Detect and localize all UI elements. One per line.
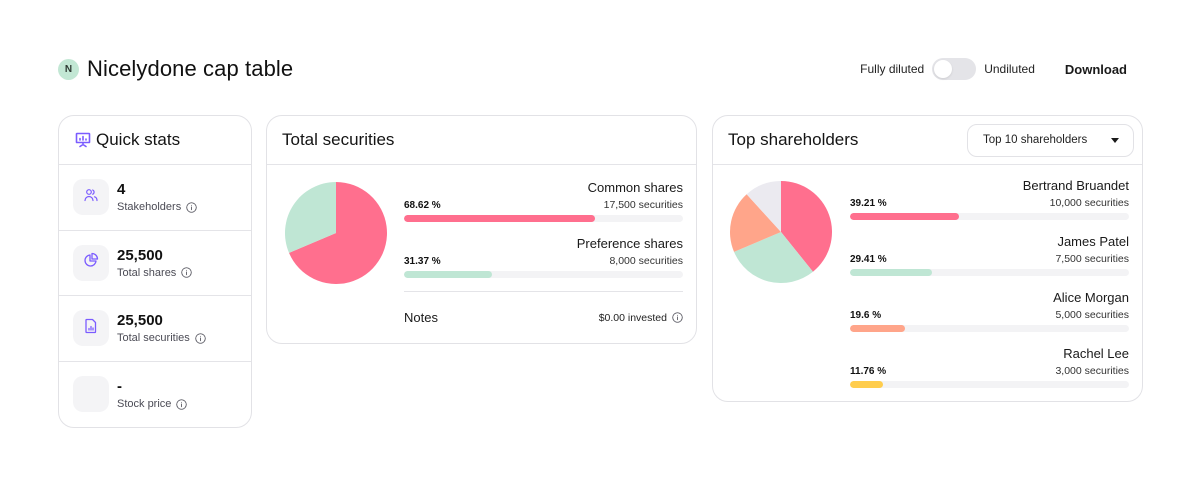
progress-track — [404, 215, 683, 222]
caret-down-icon — [1111, 137, 1119, 143]
divider — [404, 291, 683, 292]
users-icon — [83, 187, 99, 208]
security-item-common: Common shares 68.62 % 17,500 securities — [404, 180, 683, 222]
top-shareholders-card: Top shareholders Top 10 shareholders Ber… — [712, 115, 1143, 402]
toggle-knob — [934, 60, 953, 78]
stat-value: 4 — [117, 181, 126, 199]
securities-pie-chart — [285, 182, 387, 284]
shareholder-count: 10,000 securities — [1049, 197, 1129, 209]
security-name: Common shares — [587, 180, 683, 195]
shareholders-pie-chart — [730, 181, 832, 283]
stat-icon-box — [73, 244, 109, 281]
progress-track — [850, 325, 1129, 332]
info-icon[interactable] — [186, 202, 197, 213]
shareholder-name: Bertrand Bruandet — [1022, 178, 1129, 193]
info-icon[interactable] — [176, 399, 188, 410]
file-chart-icon — [83, 318, 99, 339]
shareholder-percent: 39.21 % — [850, 197, 887, 209]
security-count: 8,000 securities — [609, 255, 683, 267]
top-shareholders-header: Top shareholders Top 10 shareholders — [713, 116, 1142, 165]
stat-icon-box — [73, 179, 109, 216]
stat-label-text: Stock price — [117, 398, 172, 411]
progress-fill — [404, 271, 492, 278]
page-title: Nicelydone cap table — [87, 56, 294, 81]
stat-total-securities: 25,500 Total securities — [59, 296, 251, 362]
total-securities-card: Total securities Common shares 68.62 % 1… — [266, 115, 697, 344]
download-button[interactable]: Download — [1064, 61, 1127, 77]
dilution-toggle[interactable] — [932, 58, 977, 80]
stat-total-shares: 25,500 Total shares — [59, 231, 251, 296]
quick-stats-header: Quick stats — [59, 116, 251, 165]
progress-track — [850, 381, 1129, 388]
total-securities-title: Total securities — [282, 130, 395, 149]
progress-fill — [404, 215, 596, 222]
stat-label-text: Total shares — [117, 266, 177, 279]
progress-track — [404, 271, 683, 278]
shareholder-name: Rachel Lee — [1063, 346, 1129, 361]
progress-fill — [850, 269, 933, 276]
shareholder-item: Alice Morgan 19.6 % 5,000 securities — [850, 290, 1129, 332]
stat-value: 25,500 — [117, 312, 163, 330]
stat-icon-box — [73, 310, 109, 347]
security-count: 17,500 securities — [603, 199, 683, 211]
select-value: Top 10 shareholders — [983, 134, 1088, 146]
shareholder-percent: 11.76 % — [850, 365, 887, 377]
fully-diluted-label: Fully diluted — [860, 62, 925, 76]
stat-stock-price: - Stock price — [59, 362, 251, 428]
progress-track — [850, 213, 1129, 220]
security-name: Preference shares — [576, 236, 683, 251]
shareholder-percent: 29.41 % — [850, 253, 887, 265]
stat-value: 25,500 — [117, 246, 163, 264]
shareholder-count: 3,000 securities — [1055, 365, 1129, 377]
shareholder-item: Bertrand Bruandet 39.21 % 10,000 securit… — [850, 178, 1129, 220]
page-header: N Nicelydone cap table Fully diluted Und… — [58, 54, 1142, 84]
quick-stats-title: Quick stats — [96, 130, 181, 149]
shareholder-item: Rachel Lee 11.76 % 3,000 securities — [850, 346, 1129, 388]
progress-fill — [850, 325, 905, 332]
header-actions: Fully diluted Undiluted Download — [860, 58, 1142, 80]
company-avatar: N — [58, 58, 79, 80]
info-icon[interactable] — [195, 333, 206, 344]
stat-label: Total shares — [117, 267, 192, 279]
stat-label-text: Stakeholders — [117, 201, 182, 214]
shareholder-name: James Patel — [1057, 234, 1129, 249]
stat-label: Stakeholders — [117, 201, 197, 213]
top-shareholders-title: Top shareholders — [728, 130, 859, 149]
stat-label: Total securities — [117, 332, 206, 344]
info-icon[interactable] — [181, 267, 192, 278]
presentation-chart-icon — [75, 132, 91, 148]
undiluted-label: Undiluted — [984, 62, 1035, 76]
shareholder-item: James Patel 29.41 % 7,500 securities — [850, 234, 1129, 276]
shareholder-count: 7,500 securities — [1055, 253, 1129, 265]
total-securities-header: Total securities — [267, 116, 696, 165]
security-item-preference: Preference shares 31.37 % 8,000 securiti… — [404, 236, 683, 278]
shareholder-count: 5,000 securities — [1055, 309, 1129, 321]
progress-track — [850, 269, 1129, 276]
security-percent: 68.62 % — [404, 199, 441, 211]
stat-stakeholders: 4 Stakeholders — [59, 165, 251, 231]
notes-invested-text: $0.00 invested — [598, 311, 667, 324]
info-icon[interactable] — [672, 312, 683, 323]
shareholders-count-select[interactable]: Top 10 shareholders — [967, 123, 1134, 157]
shareholder-name: Alice Morgan — [1053, 290, 1129, 305]
pie-chart-icon — [83, 252, 99, 273]
notes-value: $0.00 invested — [599, 312, 683, 324]
stat-icon-box-empty — [73, 376, 109, 413]
stat-value: - — [117, 378, 122, 396]
quick-stats-card: Quick stats 4 Stakeholders — [58, 115, 252, 428]
progress-fill — [850, 213, 960, 220]
shareholder-percent: 19.6 % — [850, 309, 882, 321]
stat-label: Stock price — [117, 398, 188, 411]
progress-fill — [850, 381, 883, 388]
stat-label-text: Total securities — [117, 332, 190, 345]
security-percent: 31.37 % — [404, 255, 441, 267]
notes-row: Notes $0.00 invested — [404, 310, 683, 325]
notes-label: Notes — [404, 310, 438, 325]
